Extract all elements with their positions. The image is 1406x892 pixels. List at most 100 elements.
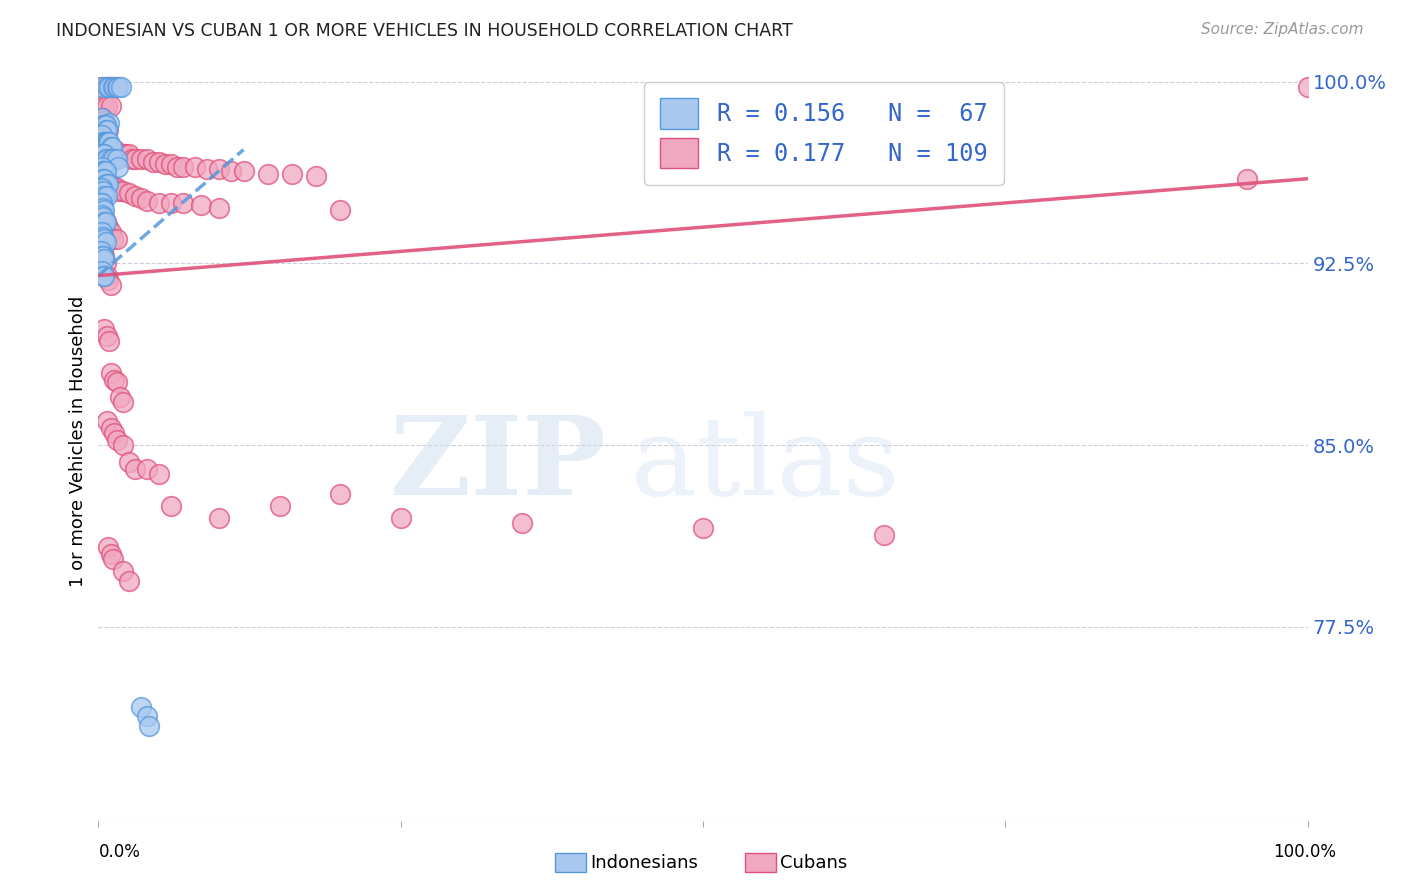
Point [129,191,152,205]
Point [160,499,183,513]
Point [111,394,134,409]
Point [101,552,124,566]
Text: ZIP: ZIP [389,411,606,517]
Point [111,147,134,161]
Point [94,136,117,150]
Point [172,196,194,211]
Point [100,547,122,561]
Point [118,455,141,469]
Point [93,232,115,246]
Point [221,164,243,178]
Point [103,79,125,94]
Point [91,160,114,174]
Point [91,119,114,133]
Point [101,79,124,94]
Point [91,128,114,142]
Point [873,528,896,542]
Point [98,116,121,130]
Point [97,177,120,191]
Point [91,79,114,94]
Text: atlas: atlas [630,411,900,517]
Point [124,462,146,476]
Point [96,268,118,283]
Point [135,462,157,476]
Point [91,147,114,161]
Point [94,136,117,150]
Point [91,136,114,150]
Point [105,375,128,389]
Point [91,111,114,125]
Point [93,164,115,178]
Point [195,161,218,176]
Point [96,329,118,343]
Point [91,128,114,142]
Point [129,699,152,714]
Point [107,160,129,174]
Point [97,136,120,150]
Point [108,390,131,404]
Point [100,99,122,113]
Point [172,160,194,174]
Point [111,438,134,452]
Point [101,143,124,157]
Point [129,153,152,167]
Text: INDONESIAN VS CUBAN 1 OR MORE VEHICLES IN HOUSEHOLD CORRELATION CHART: INDONESIAN VS CUBAN 1 OR MORE VEHICLES I… [56,22,793,40]
Point [91,94,114,108]
Point [96,188,118,202]
Point [91,244,114,259]
Point [100,178,122,193]
Point [138,719,160,733]
Point [208,161,231,176]
Point [100,278,122,293]
Point [101,232,124,246]
Point [305,169,328,184]
Point [110,79,132,94]
Point [94,79,117,94]
Point [105,79,128,94]
Point [93,113,115,128]
Point [94,177,117,191]
Point [91,147,114,161]
Point [91,230,114,244]
Point [94,123,117,137]
Point [93,249,115,263]
Point [96,153,118,167]
Point [100,140,122,154]
Point [93,322,115,336]
Point [93,188,115,202]
Point [97,220,120,235]
Point [93,171,115,186]
Point [114,147,136,161]
Point [103,373,125,387]
Point [94,215,117,229]
Point [100,79,122,94]
Point [91,171,114,186]
Point [111,184,134,198]
Point [91,264,114,278]
Point [100,421,122,435]
Point [96,99,118,113]
Point [148,154,170,169]
Point [153,157,176,171]
Point [94,119,117,133]
Point [90,244,112,259]
Point [208,511,231,525]
Point [101,178,124,193]
Point [105,153,128,167]
Text: 0.0%: 0.0% [98,843,141,861]
Point [94,215,117,229]
Point [329,203,352,218]
Point [101,153,124,167]
Point [124,153,146,167]
Point [105,232,128,246]
Point [118,574,141,588]
Text: 100.0%: 100.0% [1272,843,1336,861]
Point [135,709,157,723]
Point [97,273,120,287]
Point [91,225,114,239]
Point [389,511,412,525]
Point [118,147,141,161]
Point [1236,171,1258,186]
Point [103,425,125,440]
Point [94,171,117,186]
